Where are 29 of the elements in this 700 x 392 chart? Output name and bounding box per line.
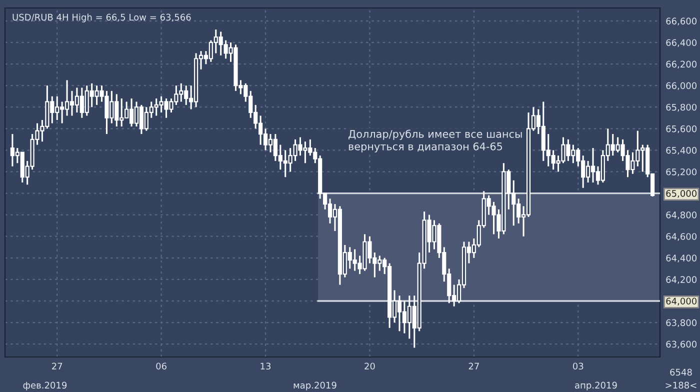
y-tick-label: 65,800	[666, 104, 697, 112]
y-tick-label: 63,800	[666, 319, 697, 328]
y-tick-label: 66,400	[666, 39, 697, 47]
y-tick-label: 66,200	[666, 60, 697, 68]
y-tick-label: 65,400	[666, 146, 697, 155]
x-tick-label: 27	[52, 362, 62, 370]
y-tick-label: 64,600	[666, 233, 697, 241]
y-tick-label: 64,200	[666, 276, 697, 284]
y-tick-label: 64,400	[666, 254, 697, 262]
x-tick-label: 03	[572, 362, 584, 370]
x-tick-label: 13	[260, 362, 271, 370]
y-tick-label: 65,600	[666, 125, 697, 134]
y-tick-label: 66,000	[666, 82, 697, 90]
y-tick-label: 64,000	[666, 298, 697, 306]
text: мар.2019	[294, 382, 336, 390]
text: апр.2019	[575, 382, 617, 390]
x-tick-label: 20	[364, 362, 375, 370]
annotation: Доллар/рубль имеет все шансы вернуться в диапазон 64-65	[348, 130, 522, 152]
y-tick-label: 66,600	[666, 18, 697, 26]
y-tick-label: 64,800	[666, 212, 697, 220]
y-tick-label: 65,000	[666, 190, 697, 198]
text: USD/RUB 4H High = 66,5 Low = 63,566	[12, 14, 191, 22]
text: 6548	[670, 368, 692, 376]
text: >188<	[666, 382, 696, 389]
x-tick-label: 27	[468, 362, 479, 370]
text: фев.2019	[23, 382, 67, 390]
x-tick-label: 06	[156, 362, 166, 370]
y-tick-label: 63,600	[666, 340, 697, 349]
y-tick-label: 65,200	[666, 168, 697, 176]
